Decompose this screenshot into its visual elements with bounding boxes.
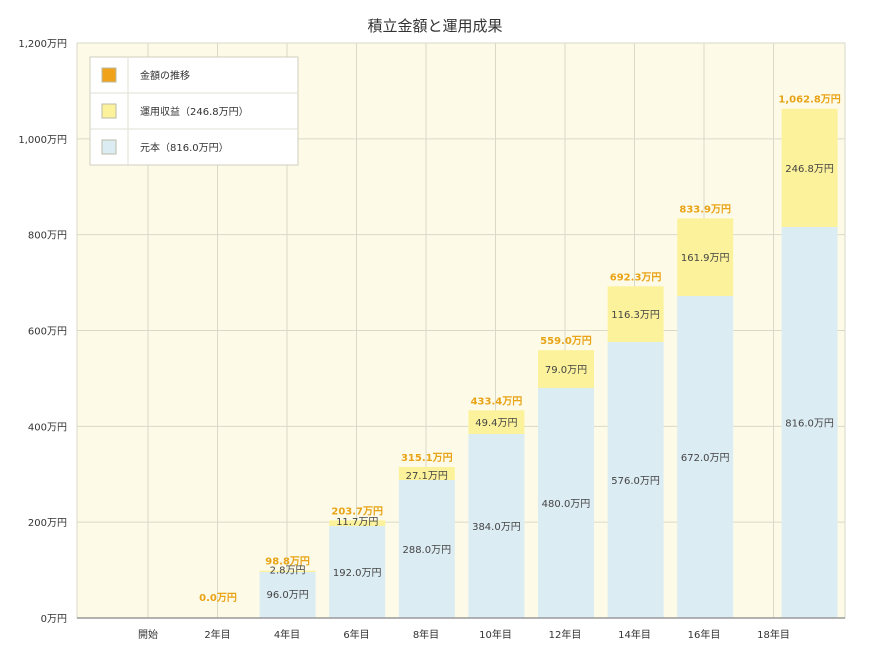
label-return: 161.9万円 [681, 253, 730, 264]
bar-principal [259, 572, 316, 618]
legend-label: 金額の推移 [140, 69, 190, 82]
bar-return [468, 410, 525, 434]
bar-principal [677, 296, 734, 618]
label-return: 49.4万円 [475, 418, 517, 429]
label-return: 27.1万円 [406, 471, 448, 482]
x-tick-label: 14年目 [618, 628, 651, 641]
y-tick-label: 400万円 [28, 422, 67, 433]
label-principal: 96.0万円 [266, 590, 308, 601]
label-principal: 192.0万円 [333, 568, 382, 579]
bar-principal [468, 434, 525, 618]
bar-return [259, 570, 316, 572]
bar-return [398, 467, 455, 480]
bar-principal [538, 388, 594, 618]
bar-return [781, 108, 838, 227]
label-principal: 576.0万円 [611, 476, 660, 487]
bar-principal [329, 526, 386, 618]
x-tick-label: 10年目 [479, 628, 512, 641]
bar-return [538, 350, 594, 388]
x-tick-label: 18年目 [757, 628, 790, 641]
label-total: 315.1万円 [401, 452, 453, 464]
y-tick-label: 200万円 [28, 518, 67, 529]
x-tick-label: 12年目 [549, 628, 582, 641]
x-tick-label: 2年目 [204, 628, 230, 641]
label-total: 692.3万円 [610, 271, 662, 283]
label-principal: 480.0万円 [542, 499, 591, 510]
x-tick-label: 16年目 [688, 628, 721, 641]
label-return: 116.3万円 [611, 310, 660, 321]
bar-return [607, 286, 664, 342]
x-tick-label: 8年目 [413, 628, 439, 641]
bar-return [329, 520, 386, 526]
label-principal: 816.0万円 [785, 419, 834, 430]
x-tick-label: 6年目 [343, 628, 369, 641]
label-principal: 288.0万円 [402, 545, 451, 556]
y-tick-label: 1,200万円 [18, 39, 67, 50]
bar-return [677, 218, 734, 296]
legend-swatch [101, 103, 117, 119]
bar-principal [398, 480, 455, 618]
label-total: 98.8万円 [265, 556, 310, 568]
x-tick-label: 4年目 [274, 628, 300, 641]
chart-title: 積立金額と運用成果 [367, 17, 502, 35]
label-return: 79.0万円 [545, 365, 587, 376]
label-total: 0.0万円 [199, 592, 237, 604]
x-tick-label: 開始 [138, 628, 158, 641]
legend-box [89, 56, 299, 166]
bar-principal [607, 342, 664, 618]
bars [259, 108, 838, 618]
label-total: 433.4万円 [471, 395, 523, 407]
label-return: 11.7万円 [336, 517, 378, 528]
label-return: 2.8万円 [270, 566, 306, 577]
label-principal: 384.0万円 [472, 522, 521, 533]
legend-swatch [101, 67, 117, 83]
label-total: 1,062.8万円 [778, 94, 840, 106]
label-principal: 672.0万円 [681, 453, 730, 464]
y-tick-label: 600万円 [28, 327, 67, 338]
legend-label: 運用収益（246.8万円） [140, 105, 249, 118]
bar-principal [781, 227, 838, 618]
y-tick-label: 0万円 [41, 614, 67, 625]
label-total: 833.9万円 [679, 203, 731, 215]
label-total: 203.7万円 [331, 505, 383, 517]
y-tick-label: 1,000万円 [18, 135, 67, 146]
legend-swatch [101, 139, 117, 155]
legend-label: 元本（816.0万円） [140, 141, 229, 154]
label-return: 246.8万円 [785, 164, 834, 175]
y-tick-label: 800万円 [28, 231, 67, 242]
label-total: 559.0万円 [540, 335, 592, 347]
